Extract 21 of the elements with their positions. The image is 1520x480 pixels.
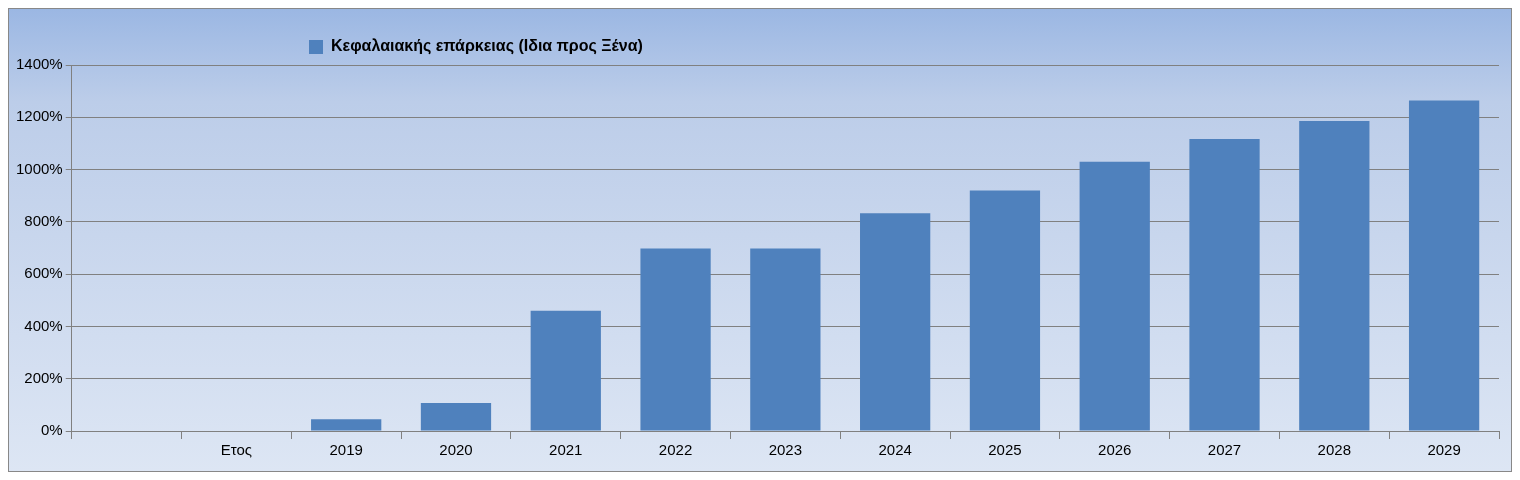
y-tick-label: 400% <box>24 316 63 334</box>
x-tick-label: 2028 <box>1317 441 1351 459</box>
x-tick-label: 2024 <box>878 441 912 459</box>
y-tick-label: 1000% <box>15 159 63 177</box>
x-tick-label: 2021 <box>549 441 583 459</box>
y-tick-label: 800% <box>24 212 63 229</box>
legend-label: Κεφαλαιακής επάρκειας (Ιδια προς Ξένα) <box>331 37 643 56</box>
y-tick-label: 200% <box>24 368 63 386</box>
x-tick-label: 2026 <box>1098 441 1132 459</box>
y-tick-label: 1400% <box>15 55 63 73</box>
x-tick-label: Ετος <box>220 441 253 459</box>
x-tick-label: 2023 <box>768 441 803 459</box>
y-tick-label: 1200% <box>15 107 63 125</box>
y-tick-label: 0% <box>41 421 63 439</box>
x-tick-label: 2019 <box>329 441 363 459</box>
x-tick-label: 2029 <box>1427 441 1461 459</box>
x-tick-label: 2025 <box>988 441 1022 459</box>
y-tick-label: 600% <box>24 264 63 282</box>
x-tick-label: 2020 <box>439 441 473 459</box>
x-tick-label: 2027 <box>1207 441 1242 459</box>
x-tick-label: 2022 <box>658 441 693 459</box>
